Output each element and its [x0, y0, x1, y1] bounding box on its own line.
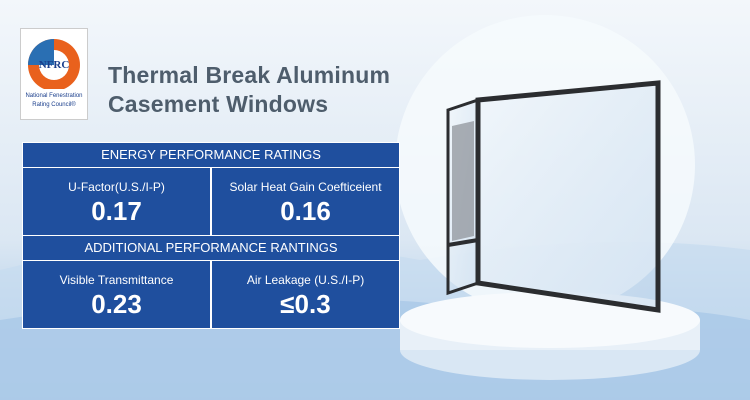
section-heading: ENERGY PERFORMANCE RATINGS — [23, 143, 399, 168]
title-line: Thermal Break Aluminum — [108, 62, 391, 88]
rating-label: Visible Transmittance — [59, 273, 174, 287]
rating-cell: Visible Transmittance 0.23 — [23, 261, 210, 328]
rating-value: ≤0.3 — [280, 289, 331, 319]
rating-value: 0.23 — [91, 289, 142, 319]
title-line: Casement Windows — [108, 91, 329, 117]
rating-row: Visible Transmittance 0.23 Air Leakage (U.… — [23, 261, 399, 328]
rating-row: U-Factor(U.S./I-P) 0.17 Solar Heat Gain Co… — [23, 168, 399, 236]
rating-value: 0.16 — [280, 196, 331, 226]
rating-cell: Solar Heat Gain Coefticeient 0.16 — [210, 168, 399, 235]
ratings-table: ENERGY PERFORMANCE RATINGS U-Factor(U.S./… — [22, 142, 400, 329]
section-heading: ADDITIONAL PERFORMANCE RANTINGS — [23, 236, 399, 261]
logo-sun — [28, 39, 80, 89]
logo: NFRC National Fenestration Rating Counci… — [20, 28, 88, 120]
rating-label: Solar Heat Gain Coefticeient — [229, 180, 382, 194]
rating-value: 0.17 — [91, 196, 142, 226]
logo-line: Rating Council® — [32, 102, 76, 108]
logo-acronym: NFRC — [38, 59, 70, 71]
rating-label: U-Factor(U.S./I-P) — [68, 180, 165, 194]
logo-line: National Fenestration — [25, 93, 83, 99]
rating-label: Air Leakage (U.S./I-P) — [246, 273, 365, 287]
rating-cell: Air Leakage (U.S./I-P) ≤0.3 — [210, 261, 399, 328]
rating-cell: U-Factor(U.S./I-P) 0.17 — [23, 168, 210, 235]
